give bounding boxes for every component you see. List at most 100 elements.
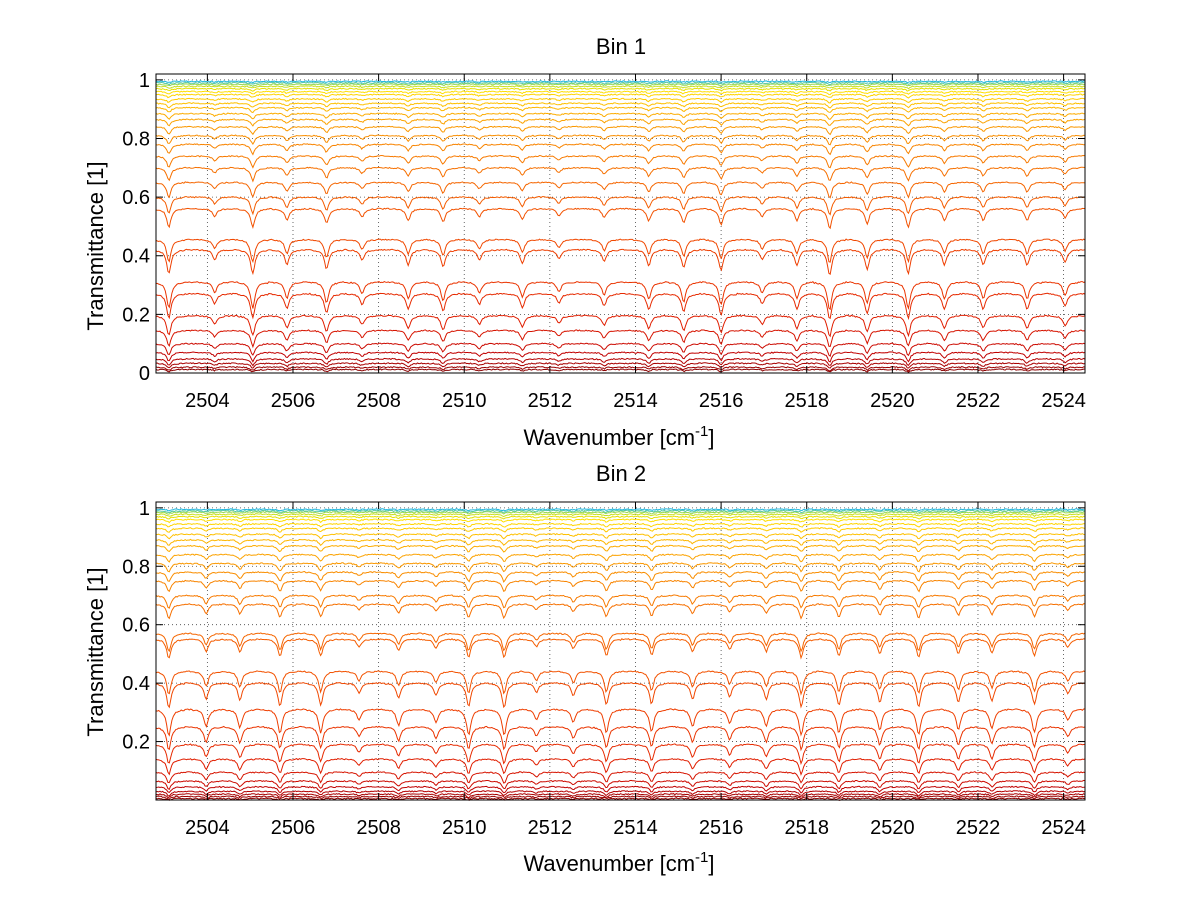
chart-title: Bin 2 — [596, 461, 646, 486]
series-line — [155, 708, 1086, 737]
series-line — [155, 638, 1086, 660]
chart-title: Bin 1 — [596, 34, 646, 59]
series-line — [155, 106, 1086, 114]
x-axis-label-text: Wavenumber [cm — [523, 851, 695, 876]
y-tick-label: 1 — [139, 498, 150, 520]
series-line — [155, 357, 1086, 367]
series-line — [155, 532, 1086, 540]
x-axis-label-end: ] — [708, 425, 714, 450]
series-line — [156, 154, 1086, 169]
x-tick-label: 2524 — [1041, 817, 1086, 839]
y-axis-label: Transmittance [1] — [83, 567, 108, 736]
series-line — [156, 553, 1086, 563]
y-tick-marks: 0.2 0.4 0.6 0.8 1 — [122, 498, 1085, 754]
series-line — [155, 366, 1086, 372]
series-line — [155, 181, 1086, 199]
series-line — [155, 527, 1086, 533]
chart-panel-bin-2: Bin 2 2504 2506 2508 2510 2512 2514 2516 2518 25… — [83, 461, 1086, 876]
series-line — [155, 594, 1086, 609]
series-line — [155, 362, 1086, 369]
x-tick-label: 2514 — [613, 817, 658, 839]
y-axis-label: Transmittance [1] — [83, 161, 108, 330]
series-line — [155, 513, 1086, 518]
series-line — [155, 342, 1086, 357]
series-line — [155, 632, 1086, 653]
x-axis-label-end: ] — [708, 851, 714, 876]
series-line — [155, 743, 1086, 765]
x-tick-label: 2512 — [528, 390, 573, 412]
x-axis-label: Wavenumber [cm-1] — [523, 849, 714, 876]
series-lines — [155, 80, 1086, 374]
series-line — [155, 544, 1086, 553]
series-line — [155, 790, 1086, 797]
series-line — [155, 207, 1085, 230]
series-line — [155, 518, 1086, 524]
series-line — [155, 195, 1086, 216]
x-tick-label: 2518 — [784, 390, 829, 412]
series-line — [155, 329, 1086, 349]
series-line — [155, 515, 1086, 520]
series-line — [155, 125, 1086, 136]
series-line — [155, 795, 1086, 800]
chart-panel-bin-1: Bin 1 2504 2506 2508 2510 2512 2514 2516 2518 25… — [83, 34, 1086, 450]
series-line — [155, 292, 1086, 321]
y-tick-label: 1 — [139, 70, 150, 92]
series-line — [155, 509, 1086, 514]
series-line — [155, 570, 1086, 583]
plot-area-frame — [155, 73, 1086, 374]
x-axis-label-superscript: -1 — [695, 849, 708, 866]
x-tick-label: 2510 — [442, 817, 487, 839]
series-line — [155, 118, 1086, 127]
series-line — [155, 281, 1086, 311]
series-line — [156, 81, 1086, 86]
x-tick-label: 2512 — [528, 817, 573, 839]
series-line — [155, 538, 1086, 547]
series-line — [155, 670, 1086, 696]
series-lines — [155, 508, 1086, 801]
series-line — [155, 166, 1086, 183]
x-tick-label: 2520 — [870, 390, 915, 412]
x-tick-label: 2508 — [356, 817, 401, 839]
x-tick-label: 2514 — [613, 390, 658, 412]
x-tick-label: 2522 — [956, 817, 1001, 839]
series-line — [155, 771, 1086, 784]
series-line — [155, 681, 1086, 709]
y-tick-marks: 0 0.2 0.4 0.6 0.8 1 — [122, 70, 1085, 385]
x-tick-label: 2518 — [784, 817, 829, 839]
series-line — [155, 579, 1086, 593]
series-line — [155, 97, 1086, 104]
x-tick-marks: 2504 2506 2508 2510 2512 2514 2516 2518 2520 2522… — [185, 502, 1086, 839]
series-line — [155, 238, 1086, 264]
x-tick-label: 2510 — [442, 390, 487, 412]
x-tick-label: 2522 — [956, 390, 1001, 412]
series-line — [155, 314, 1086, 338]
series-line — [155, 134, 1086, 146]
series-line — [155, 522, 1086, 528]
series-line — [155, 80, 1086, 84]
series-line — [155, 83, 1086, 88]
y-tick-label: 0 — [139, 363, 150, 385]
series-line — [155, 603, 1086, 620]
y-tick-label: 0.6 — [122, 187, 150, 209]
x-tick-label: 2524 — [1041, 390, 1086, 412]
x-tick-label: 2508 — [356, 390, 401, 412]
x-tick-label: 2520 — [870, 817, 915, 839]
series-line — [155, 102, 1086, 109]
series-line — [155, 725, 1086, 752]
grid — [156, 502, 1085, 800]
x-tick-label: 2506 — [271, 817, 316, 839]
series-line — [155, 143, 1086, 156]
series-line — [155, 797, 1086, 801]
y-tick-label: 0.2 — [122, 732, 150, 754]
series-line — [155, 248, 1086, 276]
y-tick-label: 0.6 — [122, 615, 150, 637]
y-tick-label: 0.8 — [122, 128, 150, 150]
y-tick-label: 0.4 — [122, 246, 150, 268]
x-tick-label: 2504 — [185, 390, 230, 412]
series-line — [155, 793, 1086, 799]
series-line — [155, 368, 1086, 374]
series-line — [155, 508, 1086, 512]
series-line — [155, 351, 1086, 363]
x-tick-marks: 2504 2506 2508 2510 2512 2514 2516 2518 2520 2522… — [185, 74, 1086, 412]
